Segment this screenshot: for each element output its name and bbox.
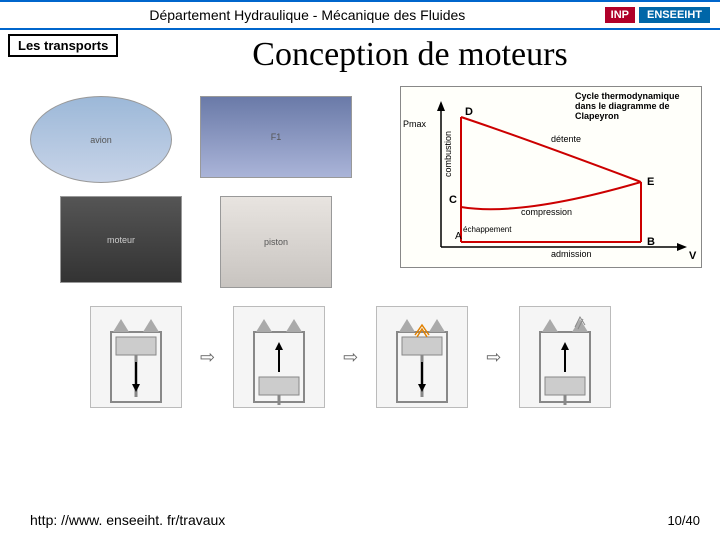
- chart-point-c: C: [449, 194, 457, 206]
- piston-stage-3: [376, 306, 468, 408]
- arrow-icon: ⇨: [343, 347, 358, 368]
- department-title: Département Hydraulique - Mécanique des …: [10, 7, 605, 23]
- slide-title: Conception de moteurs: [100, 36, 720, 74]
- chart-point-e: E: [647, 176, 654, 188]
- image-engine: moteur: [60, 196, 182, 283]
- chart-detente: détente: [551, 134, 581, 144]
- piston-cycle-row: ⇨ ⇨ ⇨: [90, 306, 611, 408]
- chart-x-label: V: [689, 250, 697, 262]
- clapeyron-chart: Cycle thermodynamique dans le diagramme …: [400, 86, 702, 268]
- chart-echappement: échappement: [463, 225, 512, 234]
- logo-inp: INP: [605, 7, 635, 23]
- image-plane: avion: [30, 96, 172, 183]
- content-area: avion F1 moteur piston Cycle thermodynam…: [0, 86, 720, 466]
- footer-url: http: //www. enseeiht. fr/travaux: [30, 512, 225, 528]
- chart-point-d: D: [465, 106, 473, 118]
- chart-y-label: Pmax: [403, 119, 427, 129]
- piston-stage-2: [233, 306, 325, 408]
- logo-enseeiht: ENSEEIHT: [639, 7, 710, 23]
- chart-admission: admission: [551, 249, 592, 259]
- header-bar: Département Hydraulique - Mécanique des …: [0, 0, 720, 30]
- arrow-icon: ⇨: [486, 347, 501, 368]
- chart-compression: compression: [521, 207, 572, 217]
- logo-block: INP ENSEEIHT: [605, 7, 710, 23]
- chart-title: Cycle thermodynamique dans le diagramme …: [575, 91, 695, 121]
- chart-combustion-label: combustion: [443, 131, 453, 177]
- image-piston: piston: [220, 196, 332, 288]
- image-f1: F1: [200, 96, 352, 178]
- piston-stage-4: [519, 306, 611, 408]
- page-number: 10/40: [667, 513, 700, 528]
- chart-point-b: B: [647, 236, 655, 248]
- tag-transports: Les transports: [8, 34, 118, 57]
- piston-stage-1: [90, 306, 182, 408]
- chart-point-a: A: [455, 231, 462, 242]
- arrow-icon: ⇨: [200, 347, 215, 368]
